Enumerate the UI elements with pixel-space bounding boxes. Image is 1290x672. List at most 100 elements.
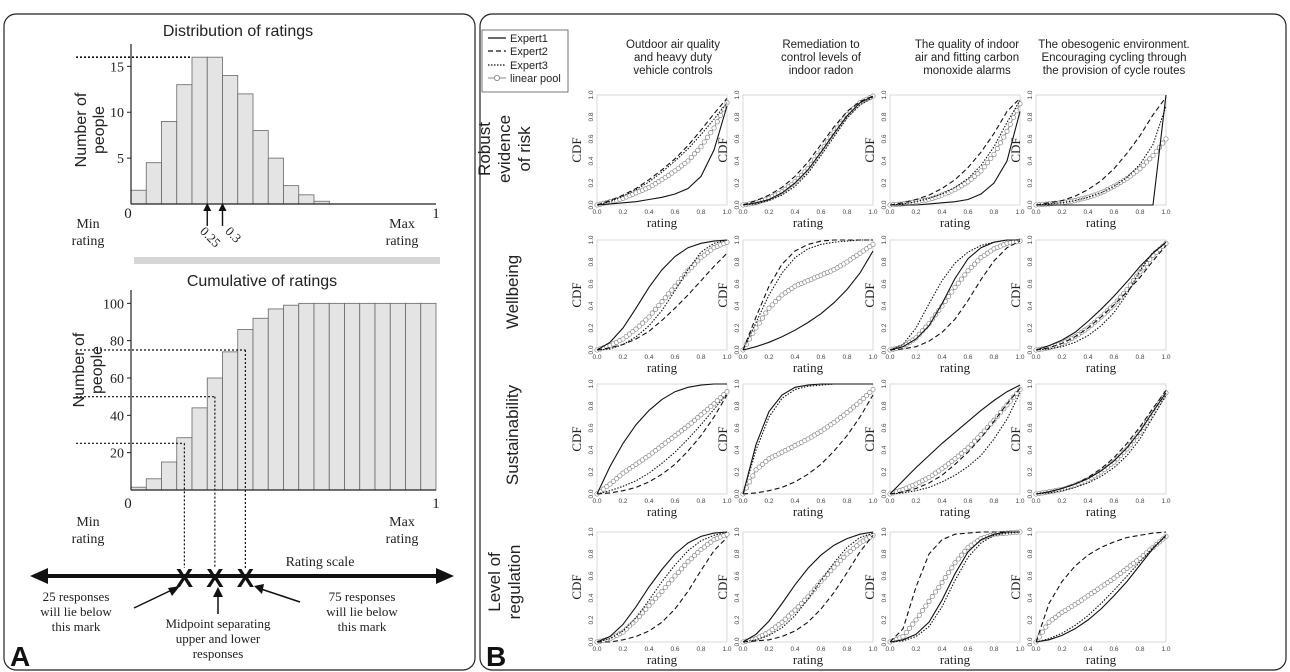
cdf-ytick-label: 1.0 xyxy=(734,90,741,99)
linear-pool-marker xyxy=(939,580,945,586)
linear-pool-marker xyxy=(685,423,691,429)
cdf-xtick-label: 0.6 xyxy=(670,209,679,216)
legend-label-expert1: Expert1 xyxy=(510,33,548,45)
cdf-xlabel: rating xyxy=(940,652,971,667)
cumulative-ytick-label: 40 xyxy=(110,409,124,424)
series-expert3 xyxy=(1035,242,1167,351)
cdf-panel: 0.00.0 0.2 0.2 0.4 0.4 0.6 0.6 0.8 0.8 1.0 1.0 rati… xyxy=(862,235,1025,375)
cdf-xtick-label: 0.8 xyxy=(989,498,998,505)
linear-pool-marker xyxy=(711,401,717,407)
row-titles: Robust evidence of risk Wellbeing Sustainabi… xyxy=(475,115,534,619)
cdf-xtick-label: 0.0 xyxy=(738,354,747,361)
linear-pool-marker xyxy=(643,606,649,612)
histogram-ylabel-line1: Number of xyxy=(73,92,90,167)
cdf-ytick-label: 0.6 xyxy=(734,423,741,432)
cdf-ytick-label: 0.6 xyxy=(1027,423,1034,432)
cdf-xtick-label: 0.6 xyxy=(670,498,679,505)
cumulative-ytick-label: 80 xyxy=(110,335,124,350)
linear-pool-marker xyxy=(981,164,987,170)
linear-pool-marker xyxy=(932,589,939,595)
linear-pool-marker xyxy=(691,151,698,157)
row-title-line: regulation xyxy=(505,545,524,620)
linear-pool-marker xyxy=(1010,114,1017,121)
row-title-line: Robust xyxy=(475,122,494,176)
cumulative-x-start-label: 0 xyxy=(124,496,132,512)
cumulative-ytick-label: 20 xyxy=(110,447,124,462)
series-expert3 xyxy=(742,532,874,643)
cdf-xtick-label: 0.8 xyxy=(696,498,705,505)
linear-pool-marker xyxy=(988,421,994,427)
linear-pool-marker xyxy=(949,289,955,295)
panel-b-label: B xyxy=(486,641,506,672)
cumulative-min-label-line2: rating xyxy=(72,532,105,547)
histogram-ytick-label: 5 xyxy=(117,152,124,167)
series-expert2 xyxy=(889,388,1021,495)
series-expert2 xyxy=(1035,96,1167,206)
cdf-xtick-label: 0.0 xyxy=(1031,498,1040,505)
linear-pool-marker xyxy=(1046,619,1052,625)
cdf-xtick-label: 0.4 xyxy=(644,354,653,361)
series-expert1 xyxy=(1035,392,1167,495)
linear-pool-marker xyxy=(975,258,981,264)
column-title-line: control levels of xyxy=(781,52,862,64)
cdf-ytick-label: 0.4 xyxy=(588,156,595,165)
series-expert2 xyxy=(889,97,1021,206)
cdf-xtick-label: 0.2 xyxy=(911,646,920,653)
linear-pool-marker xyxy=(798,172,805,178)
linear-pool-marker xyxy=(971,173,978,179)
histogram-title: Distribution of ratings xyxy=(163,23,313,40)
linear-pool-marker xyxy=(1127,282,1133,288)
cdf-xtick-label: 0.6 xyxy=(963,498,972,505)
cdf-xtick-label: 0.2 xyxy=(764,646,773,653)
series-expert1 xyxy=(1035,534,1167,643)
linear-pool-marker xyxy=(620,336,626,342)
cdf-ytick-label: 0.8 xyxy=(881,112,888,121)
cumulative-bar xyxy=(313,302,330,491)
rating-scale-label: Rating scale xyxy=(286,555,355,570)
histogram-bar xyxy=(283,185,300,205)
linear-pool-marker xyxy=(766,305,772,311)
linear-pool-marker xyxy=(678,566,685,572)
linear-pool-marker xyxy=(1117,570,1124,576)
linear-pool-marker xyxy=(949,565,955,571)
cdf-ytick-label: 0.0 xyxy=(588,637,595,646)
linear-pool-marker xyxy=(701,409,707,415)
linear-pool-marker xyxy=(656,592,662,598)
cdf-ytick-label: 0.4 xyxy=(1027,593,1034,602)
cdf-ytick-label: 0.4 xyxy=(588,593,595,602)
linear-pool-marker xyxy=(695,147,701,153)
linear-pool-marker xyxy=(1130,278,1137,284)
cdf-xtick-label: 0.0 xyxy=(885,498,894,505)
legend-swatch-linear-pool-marker xyxy=(493,75,500,82)
linear-pool-marker xyxy=(665,581,672,587)
cdf-xtick-label: 0.4 xyxy=(790,354,799,361)
linear-pool-marker xyxy=(929,594,935,600)
cumulative-title: Cumulative of ratings xyxy=(187,273,337,290)
linear-pool-marker xyxy=(975,171,981,177)
linear-pool-marker xyxy=(659,443,665,449)
cdf-xtick-label: 0.2 xyxy=(618,209,627,216)
column-title-line: The quality of indoor xyxy=(915,39,1019,51)
linear-pool-marker xyxy=(945,570,952,576)
linear-pool-marker xyxy=(978,168,984,174)
linear-pool-marker xyxy=(863,393,870,399)
linear-pool-marker xyxy=(968,264,974,271)
cdf-panel: 0.00.0 0.2 0.2 0.4 0.4 0.6 0.6 0.8 0.8 1.0 1.0 rati… xyxy=(1008,527,1171,667)
cumulative-bar xyxy=(161,461,178,491)
rating-scale-left-arrowhead xyxy=(30,568,48,584)
linear-pool-marker xyxy=(962,548,968,554)
linear-pool-marker xyxy=(695,258,701,264)
cdf-ylabel: CDF xyxy=(1008,574,1023,599)
cdf-plot-area xyxy=(1035,239,1167,351)
series-expert2 xyxy=(596,394,728,495)
histogram-bar xyxy=(130,189,147,205)
cdf-xlabel: rating xyxy=(940,504,971,519)
linear-pool-marker xyxy=(1114,456,1120,462)
column-title-line: monoxide alarms xyxy=(923,65,1011,77)
linear-pool-marker xyxy=(1140,162,1146,168)
cdf-xtick-label: 0.6 xyxy=(1109,646,1118,653)
cdf-xtick-label: 0.6 xyxy=(963,354,972,361)
column-title-line: Outdoor air quality xyxy=(626,39,720,51)
histogram-bar xyxy=(206,56,223,205)
cdf-panel: 0.00.0 0.2 0.2 0.4 0.4 0.6 0.6 0.8 0.8 1.0 1.0 rati… xyxy=(715,527,878,667)
